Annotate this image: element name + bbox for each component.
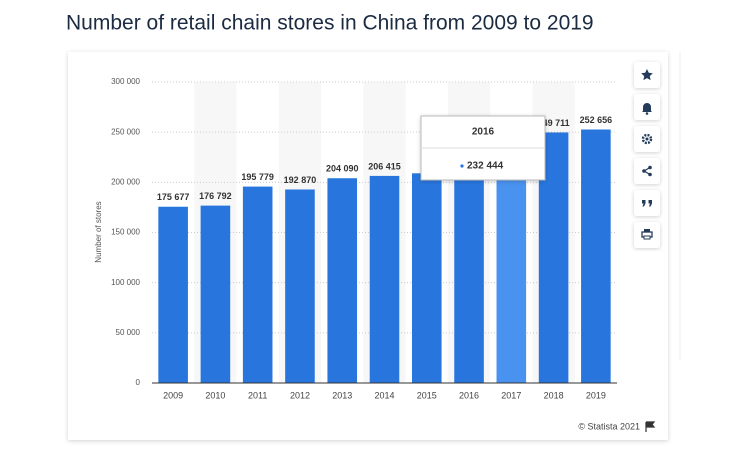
y-tick-label: 300 000 xyxy=(111,77,140,86)
bar xyxy=(285,189,315,383)
x-tick-label: 2015 xyxy=(417,390,437,400)
value-label: 175 677 xyxy=(157,192,190,202)
x-tick-label: 2012 xyxy=(290,390,310,400)
toolbar xyxy=(634,62,660,248)
y-tick-label: 0 xyxy=(136,378,141,387)
x-tick-label: 2014 xyxy=(374,390,394,400)
notification-button[interactable] xyxy=(634,94,660,120)
bar xyxy=(411,173,442,383)
flag-icon xyxy=(645,421,656,432)
bar xyxy=(454,149,484,383)
value-label: 192 870 xyxy=(284,175,317,185)
favorite-button[interactable] xyxy=(634,62,660,88)
value-label: 176 792 xyxy=(199,191,232,201)
bar xyxy=(496,142,527,383)
y-tick-label: 50 000 xyxy=(116,328,141,337)
x-tick-label: 2017 xyxy=(501,390,521,400)
value-label: 252 656 xyxy=(580,115,613,125)
value-label: 195 779 xyxy=(241,172,274,182)
y-tick-label: 250 000 xyxy=(111,127,140,136)
value-label: 204 090 xyxy=(326,164,359,174)
y-tick-label: 100 000 xyxy=(111,278,140,287)
bar xyxy=(158,206,188,383)
tooltip-title: 2016 xyxy=(472,127,495,138)
x-tick-label: 2016 xyxy=(459,390,479,400)
bar xyxy=(200,205,231,383)
x-tick-label: 2019 xyxy=(586,390,606,400)
value-label: 249 711 xyxy=(538,118,570,128)
bar xyxy=(327,178,358,383)
y-tick-label: 200 000 xyxy=(111,177,140,186)
y-axis-title: Number of stores xyxy=(94,201,103,262)
bar xyxy=(581,129,611,383)
x-tick-label: 2010 xyxy=(205,390,225,400)
chart-title: Number of retail chain stores in China f… xyxy=(66,12,594,35)
tooltip-dot xyxy=(460,164,464,168)
y-tick-label: 150 000 xyxy=(111,228,140,237)
share-button[interactable] xyxy=(634,158,660,184)
x-tick-label: 2009 xyxy=(163,390,183,400)
print-button[interactable] xyxy=(634,222,660,248)
plot: 0 50 000 100 000 150 000 200 000 250 000 300 0… xyxy=(111,77,617,400)
cite-button[interactable] xyxy=(634,190,660,216)
x-tick-label: 2013 xyxy=(332,390,352,400)
tooltip: 2016 232 444 xyxy=(420,115,546,181)
x-tick-label: 2018 xyxy=(544,390,564,400)
settings-button[interactable] xyxy=(634,126,660,152)
value-label: 206 415 xyxy=(368,161,401,171)
x-tick-label: 2011 xyxy=(248,390,267,400)
source: © Statista 2021 xyxy=(578,421,640,431)
bar xyxy=(242,186,273,383)
tooltip-value: 232 444 xyxy=(467,161,504,172)
bar xyxy=(369,175,400,383)
